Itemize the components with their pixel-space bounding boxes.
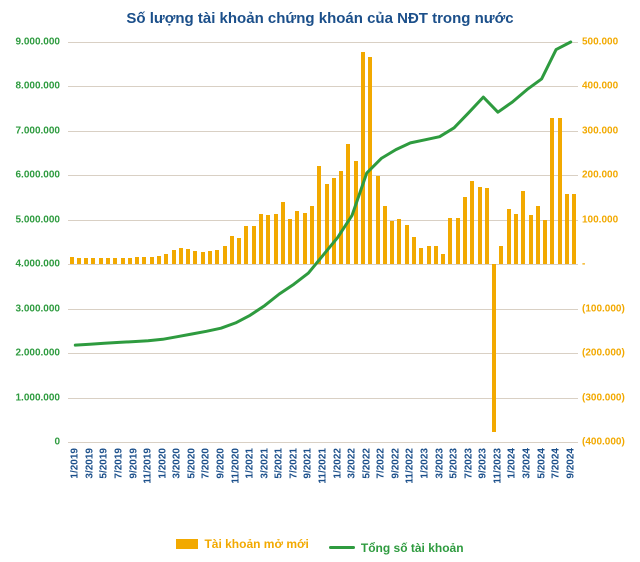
- chart-title: Số lượng tài khoản chứng khoán của NĐT t…: [0, 10, 640, 27]
- x-tick-label: 9/2021: [303, 448, 314, 479]
- x-tick-label: 3/2024: [522, 448, 533, 479]
- y-tick-left: 3.000.000: [16, 303, 61, 314]
- y-tick-right: (200.000): [582, 348, 625, 359]
- x-tick-label: 5/2020: [186, 448, 197, 479]
- chart-container: Số lượng tài khoản chứng khoán của NĐT t…: [0, 0, 640, 562]
- x-axis-labels: 1/20193/20195/20197/20199/201911/20191/2…: [68, 448, 578, 538]
- y-tick-left: 7.000.000: [16, 125, 61, 136]
- legend-label: Tài khoản mở mới: [204, 537, 308, 551]
- y-tick-right: (400.000): [582, 437, 625, 448]
- legend: Tài khoản mở mới Tổng số tài khoản: [0, 537, 640, 555]
- x-tick-label: 3/2020: [172, 448, 183, 479]
- legend-item: Tài khoản mở mới: [176, 537, 308, 551]
- x-tick-label: 1/2021: [245, 448, 256, 479]
- y-tick-left: 0: [54, 437, 60, 448]
- gridline: [68, 442, 578, 443]
- x-tick-label: 1/2019: [70, 448, 81, 479]
- x-tick-label: 3/2023: [434, 448, 445, 479]
- x-tick-label: 11/2020: [230, 448, 241, 484]
- y-tick-left: 1.000.000: [16, 392, 61, 403]
- x-tick-label: 5/2022: [361, 448, 372, 479]
- x-tick-label: 9/2019: [128, 448, 139, 479]
- x-tick-label: 1/2022: [332, 448, 343, 479]
- x-tick-label: 7/2024: [551, 448, 562, 479]
- y-tick-left: 9.000.000: [16, 37, 61, 48]
- x-tick-label: 7/2019: [114, 448, 125, 479]
- x-tick-label: 5/2019: [99, 448, 110, 479]
- y-tick-right: 200.000: [582, 170, 618, 181]
- x-tick-label: 3/2019: [84, 448, 95, 479]
- x-tick-label: 11/2019: [143, 448, 154, 484]
- legend-item: Tổng số tài khoản: [329, 541, 464, 555]
- x-tick-label: 3/2022: [347, 448, 358, 479]
- plot-area: 01.000.0002.000.0003.000.0004.000.0005.0…: [68, 42, 578, 442]
- line-layer: [68, 42, 578, 442]
- x-tick-label: 9/2023: [478, 448, 489, 479]
- y-tick-left: 8.000.000: [16, 81, 61, 92]
- x-tick-label: 5/2024: [536, 448, 547, 479]
- x-tick-label: 7/2020: [201, 448, 212, 479]
- y-tick-left: 2.000.000: [16, 348, 61, 359]
- y-tick-right: (100.000): [582, 303, 625, 314]
- x-tick-label: 5/2021: [274, 448, 285, 479]
- x-tick-label: 7/2023: [463, 448, 474, 479]
- y-tick-right: (300.000): [582, 392, 625, 403]
- legend-label: Tổng số tài khoản: [361, 541, 464, 555]
- y-tick-left: 6.000.000: [16, 170, 61, 181]
- x-tick-label: 11/2023: [492, 448, 503, 484]
- x-tick-label: 9/2022: [390, 448, 401, 479]
- y-tick-left: 4.000.000: [16, 259, 61, 270]
- y-tick-left: 5.000.000: [16, 214, 61, 225]
- y-tick-right: 500.000: [582, 37, 618, 48]
- x-tick-label: 3/2021: [259, 448, 270, 479]
- x-tick-label: 1/2020: [157, 448, 168, 479]
- x-tick-label: 9/2020: [216, 448, 227, 479]
- legend-swatch-bar-icon: [176, 539, 198, 549]
- y-tick-right: 100.000: [582, 214, 618, 225]
- x-tick-label: 1/2023: [420, 448, 431, 479]
- line-series: [75, 42, 570, 345]
- x-tick-label: 11/2021: [318, 448, 329, 484]
- x-tick-label: 5/2023: [449, 448, 460, 479]
- x-tick-label: 7/2021: [288, 448, 299, 479]
- x-tick-label: 1/2024: [507, 448, 518, 479]
- x-tick-label: 9/2024: [565, 448, 576, 479]
- y-tick-right: -: [582, 259, 585, 270]
- x-tick-label: 7/2022: [376, 448, 387, 479]
- y-tick-right: 400.000: [582, 81, 618, 92]
- x-tick-label: 11/2022: [405, 448, 416, 484]
- legend-swatch-line-icon: [329, 546, 355, 549]
- y-tick-right: 300.000: [582, 125, 618, 136]
